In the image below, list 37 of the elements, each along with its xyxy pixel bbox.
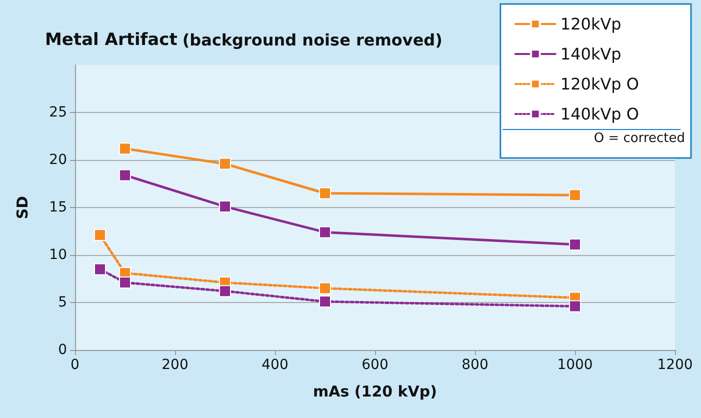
x-tick-label: 800 xyxy=(462,357,488,373)
point xyxy=(94,229,106,242)
x-tick-label: 600 xyxy=(362,357,388,373)
point xyxy=(119,276,131,289)
point xyxy=(119,169,131,182)
y-tick-label: 25 xyxy=(49,104,67,120)
point xyxy=(219,285,231,298)
legend-label: 120kVp xyxy=(560,14,622,34)
point xyxy=(319,226,331,238)
y-tick-label: 0 xyxy=(58,342,67,358)
x-tick-label: 1000 xyxy=(557,357,593,373)
x-tick-label: 0 xyxy=(70,357,80,373)
point xyxy=(219,200,231,213)
chart-subtitle: (background noise removed) xyxy=(182,30,442,50)
point xyxy=(319,187,331,200)
x-tick-label: 400 xyxy=(262,357,288,373)
point xyxy=(119,142,131,155)
y-tick-label: 5 xyxy=(58,294,67,310)
point xyxy=(569,238,581,251)
point xyxy=(569,189,581,202)
y-tick-label: 10 xyxy=(49,247,67,263)
point xyxy=(569,300,581,312)
chart-title: Metal Artifact xyxy=(45,30,178,50)
legend-label: 120kVp O xyxy=(560,74,640,94)
legend-label: 140kVp xyxy=(560,44,622,64)
y-axis-title: SD xyxy=(14,196,32,220)
x-tick-label: 1200 xyxy=(657,357,693,373)
y-tick-label: 15 xyxy=(49,200,67,216)
point xyxy=(94,263,106,276)
x-axis-title: mAs (120 kVp) xyxy=(313,382,437,400)
x-tick-label: 200 xyxy=(162,357,188,373)
point xyxy=(319,282,331,294)
point xyxy=(219,158,231,170)
legend-label: 140kVp O xyxy=(560,104,640,124)
point xyxy=(319,296,331,308)
annotation: O = corrected xyxy=(594,131,686,146)
y-tick-label: 20 xyxy=(49,152,67,168)
